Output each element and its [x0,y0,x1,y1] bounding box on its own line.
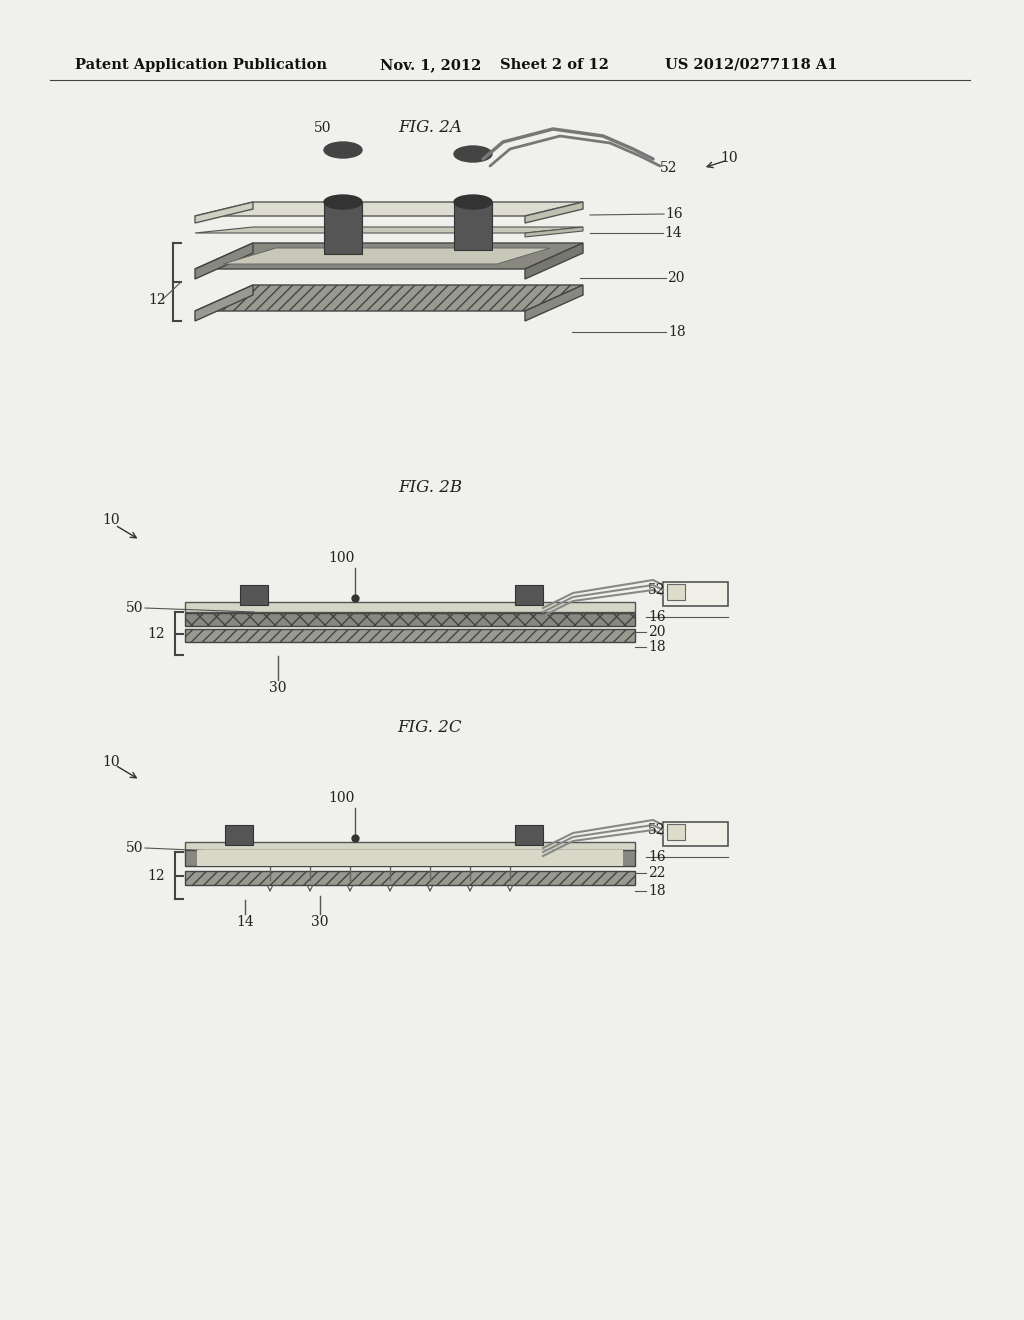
Text: 18: 18 [668,325,686,339]
Polygon shape [525,202,583,223]
Text: 20: 20 [667,271,684,285]
Bar [515,825,543,845]
Bar [663,822,728,846]
Polygon shape [195,243,583,269]
Text: 16: 16 [665,207,683,220]
Bar [185,612,635,626]
Polygon shape [525,243,583,279]
Text: FIG. 2B: FIG. 2B [398,479,462,496]
Bar [185,842,635,851]
Text: 30: 30 [311,915,329,929]
Bar [185,850,635,866]
Bar [667,583,685,601]
Polygon shape [195,243,253,279]
Text: 52: 52 [648,822,666,837]
Polygon shape [195,202,253,223]
Polygon shape [223,248,550,264]
Text: 100: 100 [329,550,355,565]
Text: 10: 10 [720,150,737,165]
Polygon shape [195,285,253,321]
Ellipse shape [324,143,362,158]
Bar [185,871,635,884]
Text: 22: 22 [648,866,666,880]
Text: 50: 50 [126,841,143,855]
Text: 10: 10 [102,513,120,527]
Ellipse shape [324,195,362,209]
Text: 12: 12 [147,627,165,640]
Text: 12: 12 [148,293,166,308]
Text: 18: 18 [648,884,666,898]
Polygon shape [195,285,583,312]
Ellipse shape [454,195,492,209]
Polygon shape [525,227,583,238]
Text: 52: 52 [660,161,678,176]
Text: 50: 50 [314,121,332,135]
Bar [185,630,635,642]
Text: 50: 50 [126,601,143,615]
Bar [663,582,728,606]
Bar [324,202,362,253]
Text: FIG. 2C: FIG. 2C [397,719,462,737]
Polygon shape [195,227,583,234]
Text: 10: 10 [102,755,120,770]
Bar [240,585,268,605]
Text: Nov. 1, 2012: Nov. 1, 2012 [380,58,481,73]
Text: Sheet 2 of 12: Sheet 2 of 12 [500,58,609,73]
Bar [225,825,253,845]
Bar [197,850,623,866]
Text: 20: 20 [648,624,666,639]
Bar [515,585,543,605]
Polygon shape [525,285,583,321]
Ellipse shape [454,147,492,162]
Text: 14: 14 [237,915,254,929]
Text: 52: 52 [648,583,666,597]
Bar [667,824,685,840]
Text: 18: 18 [648,640,666,653]
Text: US 2012/0277118 A1: US 2012/0277118 A1 [665,58,838,73]
Text: 30: 30 [269,681,287,696]
Text: FIG. 2A: FIG. 2A [398,120,462,136]
Text: 100: 100 [329,791,355,805]
Text: Patent Application Publication: Patent Application Publication [75,58,327,73]
Bar [185,602,635,612]
Text: 16: 16 [648,850,666,865]
Bar [454,202,492,249]
Text: 16: 16 [648,610,666,624]
Polygon shape [195,202,583,216]
Text: 14: 14 [664,226,682,240]
Text: 12: 12 [147,869,165,883]
